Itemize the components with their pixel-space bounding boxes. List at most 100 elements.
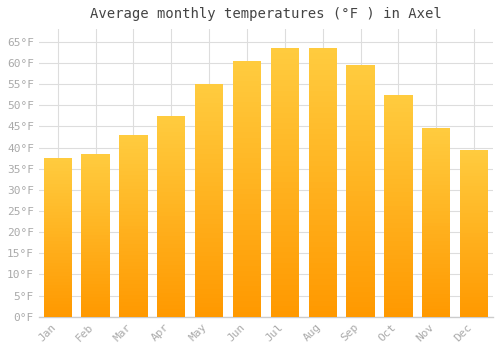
Bar <box>82 268 110 271</box>
Bar <box>308 166 337 172</box>
Bar <box>422 193 450 196</box>
Bar <box>270 231 299 236</box>
Bar <box>44 282 72 285</box>
Bar <box>346 95 375 100</box>
Bar <box>233 225 261 230</box>
Bar <box>157 212 186 216</box>
Bar <box>422 219 450 223</box>
Bar <box>233 76 261 81</box>
Bar <box>308 139 337 145</box>
Bar <box>308 182 337 188</box>
Bar <box>157 301 186 305</box>
Bar <box>384 179 412 183</box>
Bar <box>460 226 488 230</box>
Bar <box>384 117 412 121</box>
Bar <box>422 230 450 234</box>
Bar <box>157 136 186 140</box>
Bar <box>233 199 261 204</box>
Bar <box>195 266 224 270</box>
Bar <box>195 93 224 98</box>
Bar <box>270 177 299 182</box>
Bar <box>270 118 299 123</box>
Bar <box>44 237 72 241</box>
Bar <box>233 301 261 307</box>
Bar <box>460 220 488 223</box>
Bar <box>44 199 72 203</box>
Bar <box>460 267 488 270</box>
Bar <box>233 112 261 117</box>
Bar <box>157 168 186 172</box>
Bar <box>460 314 488 317</box>
Bar <box>233 168 261 174</box>
Bar <box>270 80 299 86</box>
Bar <box>195 154 224 159</box>
Bar <box>82 235 110 239</box>
Bar <box>270 225 299 231</box>
Bar <box>270 48 299 54</box>
Bar <box>460 203 488 206</box>
Bar <box>82 225 110 229</box>
Bar <box>422 298 450 302</box>
Bar <box>195 201 224 205</box>
Bar <box>119 273 148 277</box>
Bar <box>233 250 261 256</box>
Bar <box>157 180 186 184</box>
Bar <box>195 261 224 266</box>
Bar <box>270 91 299 97</box>
Bar <box>422 268 450 272</box>
Bar <box>422 162 450 166</box>
Bar <box>346 216 375 221</box>
Bar <box>44 231 72 234</box>
Bar <box>270 188 299 193</box>
Bar <box>44 206 72 209</box>
Bar <box>308 172 337 177</box>
Bar <box>422 128 450 132</box>
Bar <box>44 295 72 298</box>
Bar <box>195 308 224 312</box>
Bar <box>460 180 488 183</box>
Bar <box>195 242 224 247</box>
Bar <box>233 91 261 97</box>
Bar <box>82 284 110 287</box>
Bar <box>82 310 110 314</box>
Bar <box>308 129 337 134</box>
Bar <box>422 275 450 279</box>
Bar <box>82 206 110 209</box>
Bar <box>195 177 224 182</box>
Bar <box>44 225 72 228</box>
Bar <box>346 276 375 281</box>
Bar <box>422 174 450 177</box>
Bar <box>195 238 224 242</box>
Bar <box>82 314 110 317</box>
Bar <box>233 107 261 112</box>
Bar <box>233 66 261 71</box>
Bar <box>422 287 450 290</box>
Bar <box>308 209 337 215</box>
Bar <box>233 127 261 133</box>
Bar <box>157 204 186 208</box>
Bar <box>119 295 148 299</box>
Bar <box>119 204 148 208</box>
Bar <box>157 248 186 252</box>
Bar <box>346 146 375 150</box>
Bar <box>157 273 186 277</box>
Bar <box>308 80 337 86</box>
Bar <box>460 230 488 233</box>
Bar <box>460 243 488 247</box>
Bar <box>195 103 224 107</box>
Bar <box>308 177 337 182</box>
Bar <box>119 160 148 164</box>
Bar <box>44 174 72 177</box>
Bar <box>44 266 72 269</box>
Bar <box>270 161 299 166</box>
Bar <box>346 75 375 80</box>
Bar <box>119 171 148 175</box>
Bar <box>270 274 299 279</box>
Bar <box>195 135 224 140</box>
Bar <box>44 193 72 196</box>
Bar <box>384 303 412 308</box>
Bar <box>460 310 488 314</box>
Bar <box>195 173 224 177</box>
Bar <box>346 70 375 75</box>
Bar <box>157 309 186 313</box>
